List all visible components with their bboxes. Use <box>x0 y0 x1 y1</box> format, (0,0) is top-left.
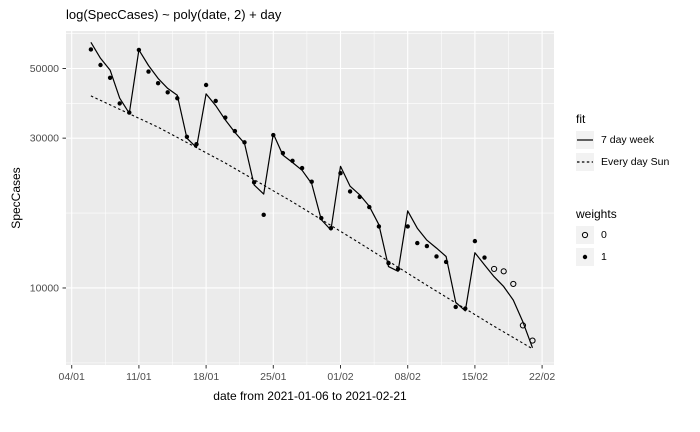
x-tick-label: 22/02 <box>529 371 555 383</box>
y-tick-label: 50000 <box>30 63 59 75</box>
data-point-weight-0 <box>491 265 498 273</box>
legend-item-weight-1: 1 <box>576 248 669 266</box>
x-tick-label: 25/01 <box>260 371 286 383</box>
x-tick-label: 15/02 <box>462 371 488 383</box>
x-tick-label: 08/02 <box>395 371 421 383</box>
fit-line-every-day-sun <box>90 95 533 350</box>
x-tick-label: 18/01 <box>193 371 219 383</box>
data-point-weight-1 <box>338 171 343 176</box>
data-point-weight-1 <box>117 101 122 106</box>
data-point-weight-1 <box>175 96 180 101</box>
legend-group-fit: fit 7 day week Every day Sun <box>576 112 669 171</box>
legend-group-weights: weights 0 1 <box>576 207 669 266</box>
legend-item-weight-0: 0 <box>576 226 669 244</box>
data-point-weight-1 <box>251 180 257 185</box>
data-point-weight-1 <box>376 224 382 229</box>
x-axis-title: date from 2021-01-06 to 2021-02-21 <box>213 389 407 403</box>
data-point-weight-1 <box>98 62 103 68</box>
data-point-weight-0 <box>529 337 536 344</box>
data-point-weight-1 <box>299 165 305 171</box>
data-point-weight-1 <box>472 238 478 244</box>
data-point-weight-1 <box>347 189 353 194</box>
x-tick-label: 01/02 <box>327 371 353 383</box>
y-tick-label: 30000 <box>30 133 59 145</box>
data-point-weight-1 <box>213 98 218 104</box>
data-point-weight-1 <box>184 134 190 140</box>
data-point-weight-0 <box>510 280 517 288</box>
data-point-weight-1 <box>223 115 228 120</box>
legend-item-7-day-week: 7 day week <box>576 131 669 149</box>
panel-background <box>66 31 554 365</box>
data-point-weight-1 <box>165 90 170 95</box>
solid-line-key-icon <box>576 131 594 149</box>
data-point-weight-1 <box>88 47 94 52</box>
data-point-weight-1 <box>290 158 295 164</box>
data-point-weight-1 <box>309 179 314 184</box>
data-point-weight-1 <box>357 194 362 200</box>
data-point-weight-1 <box>405 224 410 229</box>
data-point-weight-1 <box>319 215 324 221</box>
chart-title: log(SpecCases) ~ poly(date, 2) + day <box>66 7 282 22</box>
data-point-weight-1 <box>232 128 238 134</box>
data-point-weight-1 <box>453 304 458 310</box>
data-point-weight-1 <box>386 260 391 266</box>
legend-item-every-day-sun: Every day Sun <box>576 153 669 171</box>
legend-label-every-day-sun: Every day Sun <box>601 156 670 168</box>
legend-label-weight-0: 0 <box>601 229 607 241</box>
filled-circle-key-icon <box>576 248 594 266</box>
data-point-weight-1 <box>434 254 439 259</box>
dashed-line-key-icon <box>576 153 594 171</box>
data-point-weight-1 <box>127 110 132 115</box>
legend-fit-title: fit <box>576 112 586 126</box>
legend-label-weight-1: 1 <box>601 251 607 263</box>
data-point-weight-1 <box>367 204 372 210</box>
legend-label-7-day-week: 7 day week <box>601 134 655 146</box>
data-point-weight-1 <box>107 75 113 81</box>
data-point-weight-1 <box>146 69 151 74</box>
y-tick-label: 10000 <box>30 282 59 294</box>
data-point-weight-0 <box>519 322 527 329</box>
y-axis-title: SpecCases <box>9 167 23 229</box>
data-point-weight-1 <box>242 140 247 145</box>
data-point-weight-1 <box>155 80 161 86</box>
legend-weights-title: weights <box>576 207 617 221</box>
data-point-weight-1 <box>271 132 276 138</box>
data-point-weight-1 <box>136 47 142 53</box>
data-point-weight-1 <box>203 82 209 88</box>
data-point-weight-1 <box>194 142 199 147</box>
x-tick-label: 11/01 <box>126 371 152 383</box>
data-point-weight-1 <box>280 150 286 156</box>
legend: fit 7 day week Every day Sun weights <box>576 112 669 270</box>
x-tick-label: 04/01 <box>59 371 85 383</box>
data-point-weight-1 <box>395 266 401 272</box>
data-point-weight-1 <box>415 240 420 246</box>
data-point-weight-1 <box>482 255 487 260</box>
data-point-weight-1 <box>463 306 468 311</box>
data-point-weight-1 <box>261 212 266 218</box>
data-point-weight-1 <box>443 259 449 265</box>
open-circle-key-icon <box>576 226 594 244</box>
data-point-weight-1 <box>328 226 334 231</box>
data-point-weight-1 <box>424 243 430 249</box>
data-point-weight-0 <box>500 268 507 275</box>
